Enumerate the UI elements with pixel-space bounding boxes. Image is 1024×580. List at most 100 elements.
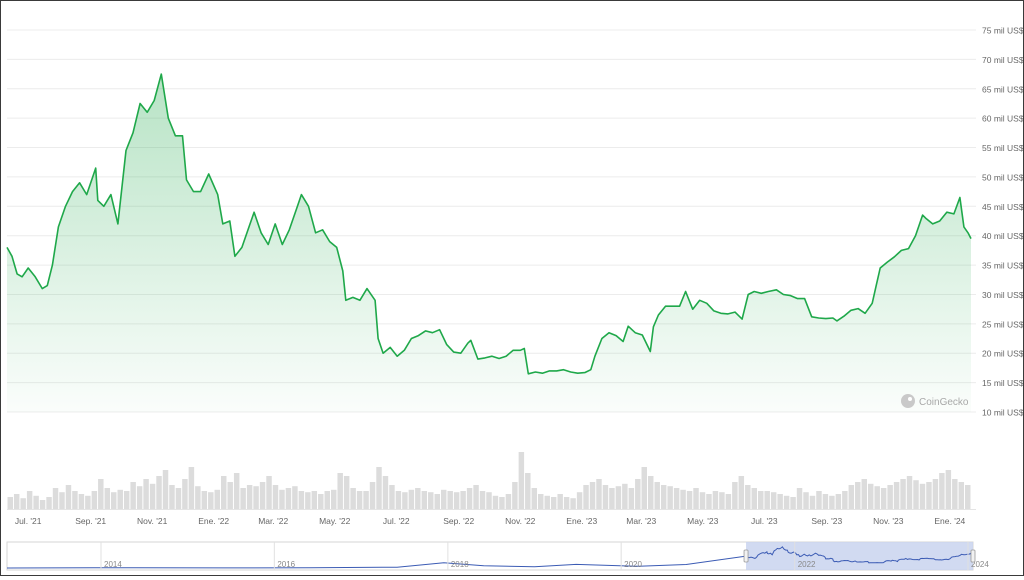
volume-bar — [363, 491, 369, 509]
x-tick-label: Nov. '22 — [505, 516, 536, 526]
navigator-handle-right[interactable] — [970, 549, 976, 563]
volume-bar — [751, 488, 757, 509]
volume-bar — [893, 482, 900, 509]
volume-bar — [809, 495, 816, 509]
coingecko-logo-icon — [901, 394, 915, 408]
volume-bar — [848, 485, 855, 509]
volume-bar — [59, 492, 65, 509]
volume-bars — [7, 452, 976, 510]
volume-bar — [615, 486, 622, 509]
volume-bar — [570, 498, 576, 509]
volume-bar — [98, 479, 104, 509]
navigator-tick-label: 2018 — [451, 560, 469, 569]
volume-bar — [389, 485, 395, 509]
navigator-handle-left[interactable] — [743, 549, 749, 563]
volume-bar — [660, 485, 667, 509]
x-tick-label: Sep. '21 — [75, 516, 106, 526]
volume-bar — [777, 494, 783, 509]
volume-bar — [725, 494, 732, 509]
volume-bar — [686, 491, 693, 509]
volume-bar — [867, 483, 874, 509]
volume-bar — [78, 494, 85, 509]
volume-bar — [447, 491, 453, 509]
y-tick-label: 50 mil US$ — [982, 172, 1023, 182]
navigator-tick-label: 2014 — [104, 560, 122, 569]
volume-bar — [369, 482, 376, 509]
volume-bar — [259, 482, 266, 509]
volume-bar — [635, 479, 641, 509]
volume-bar — [415, 488, 421, 509]
volume-bar — [913, 480, 919, 509]
volume-bar — [550, 497, 557, 509]
volume-bar — [156, 476, 162, 509]
volume-bar — [350, 488, 356, 509]
volume-bar — [492, 495, 499, 509]
volume-bar — [473, 485, 479, 509]
volume-bar — [85, 495, 91, 509]
y-axis-ticks: 75 mil US$ 70 mil US$ 65 mil US$ 60 mil US$… — [982, 26, 1024, 418]
volume-bar — [324, 491, 330, 509]
volume-bar — [583, 485, 589, 509]
volume-bar — [266, 476, 272, 509]
volume-bar — [201, 491, 208, 509]
x-tick-label: Jul. '21 — [15, 516, 42, 526]
volume-bar — [111, 492, 117, 509]
volume-bar — [525, 473, 531, 509]
volume-bar — [589, 482, 596, 509]
volume-bar — [7, 497, 13, 509]
volume-bar — [803, 492, 809, 509]
volume-bar — [563, 497, 570, 509]
volume-bar — [712, 491, 719, 509]
x-tick-label: Ene. '22 — [198, 516, 229, 526]
volume-bar — [13, 494, 20, 509]
volume-bar — [285, 488, 292, 509]
y-tick-label: 65 mil US$ — [982, 84, 1023, 94]
y-tick-label: 25 mil US$ — [982, 319, 1023, 329]
y-tick-label: 60 mil US$ — [982, 114, 1023, 124]
volume-bar — [149, 483, 156, 509]
x-tick-label: Mar. '22 — [258, 516, 288, 526]
volume-bar — [680, 489, 686, 509]
volume-bar — [227, 482, 233, 509]
volume-bar — [162, 470, 169, 509]
y-tick-label: 10 mil US$ — [982, 408, 1023, 418]
coingecko-watermark: CoinGecko — [901, 394, 969, 408]
volume-bar — [195, 486, 201, 509]
navigator-tick-label: 2016 — [277, 560, 295, 569]
range-navigator[interactable]: 2014 2016 2018 2020 2022 2024 — [6, 541, 989, 571]
volume-bar — [829, 495, 835, 509]
y-tick-label: 75 mil US$ — [982, 26, 1023, 36]
volume-bar — [576, 492, 583, 509]
watermark-text: CoinGecko — [919, 397, 969, 408]
volume-bar — [654, 482, 660, 509]
coingecko-logo-eye — [908, 397, 912, 401]
volume-bar — [732, 482, 738, 509]
volume-bar — [376, 467, 382, 509]
volume-bar — [738, 476, 745, 509]
volume-bar — [842, 491, 848, 509]
volume-bar — [395, 491, 402, 509]
volume-bar — [861, 479, 867, 509]
x-tick-label: Ene. '24 — [934, 516, 965, 526]
volume-bar — [253, 486, 259, 509]
volume-bar — [486, 492, 492, 509]
volume-bar — [382, 476, 389, 509]
volume-bar — [906, 476, 913, 509]
volume-bar — [272, 485, 279, 509]
volume-bar — [343, 476, 350, 509]
navigator-selection[interactable] — [746, 542, 973, 570]
volume-bar — [622, 483, 628, 509]
volume-bar — [188, 467, 195, 509]
price-line[interactable] — [6, 73, 972, 375]
volume-bar — [65, 485, 72, 509]
volume-bar — [214, 489, 221, 509]
volume-bar — [421, 491, 428, 509]
volume-bar — [169, 485, 175, 509]
y-tick-label: 20 mil US$ — [982, 349, 1023, 359]
volume-bar — [835, 494, 842, 509]
volume-bar — [330, 489, 337, 509]
volume-bar — [919, 483, 926, 509]
volume-bar — [505, 494, 512, 509]
volume-bar — [745, 485, 751, 509]
